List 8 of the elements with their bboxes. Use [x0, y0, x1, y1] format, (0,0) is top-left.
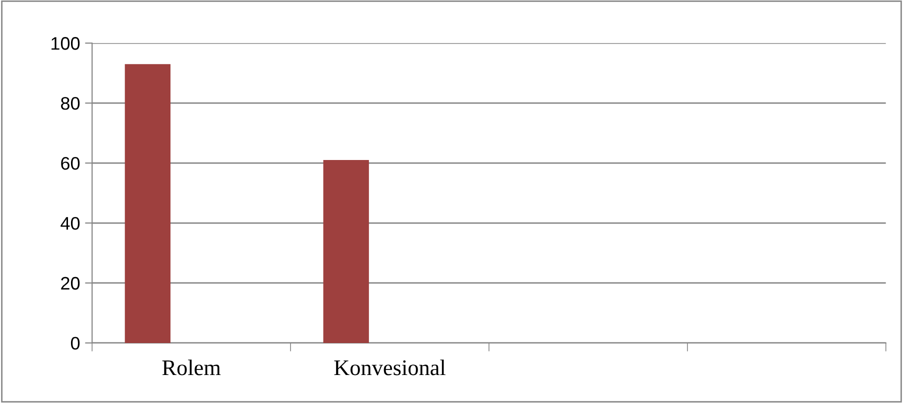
y-tick-label: 40: [60, 216, 80, 230]
y-tick-label: 80: [61, 97, 80, 110]
y-tick-label: 60: [61, 156, 80, 170]
y-tick-label: 20: [61, 276, 80, 290]
y-tick-label: 0: [70, 336, 80, 350]
x-tick-label: Konvesional: [334, 360, 446, 376]
x-tick-label: Rolem: [162, 360, 221, 376]
y-tick-label: 100: [52, 37, 80, 50]
